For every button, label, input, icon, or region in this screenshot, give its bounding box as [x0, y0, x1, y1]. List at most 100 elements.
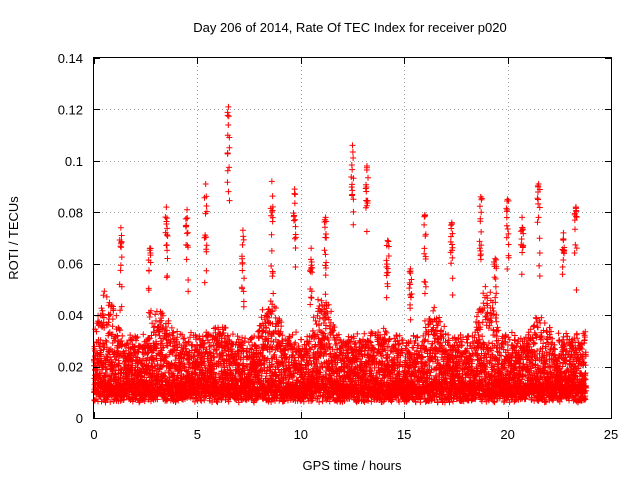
data-point: [116, 360, 123, 367]
data-point: [98, 398, 105, 405]
data-point: [267, 298, 274, 305]
data-point: [160, 372, 167, 379]
data-point: [105, 330, 112, 337]
data-point: [152, 317, 159, 324]
data-point: [276, 331, 283, 338]
data-point: [178, 358, 185, 365]
data-point: [170, 346, 177, 353]
chart-title: Day 206 of 2014, Rate Of TEC Index for r…: [193, 20, 506, 35]
data-point: [152, 331, 159, 338]
data-point: [431, 304, 438, 311]
data-point: [259, 306, 266, 313]
data-point: [116, 325, 123, 332]
data-point: [170, 329, 177, 336]
data-point: [136, 356, 143, 363]
data-point: [123, 347, 130, 354]
data-point: [112, 371, 119, 378]
data-point: [100, 314, 107, 321]
data-point: [158, 317, 165, 324]
data-point: [103, 344, 110, 351]
data-point: [116, 327, 123, 334]
data-point: [103, 339, 110, 346]
data-point: [109, 323, 116, 330]
data-point: [101, 324, 108, 331]
data-point: [124, 340, 131, 347]
data-point: [93, 328, 100, 335]
data-point: [123, 341, 130, 348]
data-point: [133, 335, 140, 342]
data-point: [110, 307, 117, 314]
data-point: [145, 362, 152, 369]
data-point: [174, 334, 181, 341]
data-point: [117, 397, 124, 404]
data-point: [164, 342, 171, 349]
data-point: [144, 350, 151, 357]
data-point: [173, 347, 180, 354]
data-point: [177, 367, 184, 374]
data-point: [107, 398, 114, 405]
data-point: [292, 339, 299, 346]
data-point: [107, 354, 114, 361]
data-point: [168, 324, 175, 331]
data-point: [109, 316, 116, 323]
data-point: [127, 332, 134, 339]
data-point: [106, 312, 113, 319]
data-point: [167, 363, 174, 370]
data-point: [159, 310, 166, 317]
data-point: [298, 336, 305, 343]
data-point: [140, 351, 147, 358]
data-point: [103, 357, 110, 364]
data-point: [163, 352, 170, 359]
data-point: [154, 361, 161, 368]
data-point: [97, 337, 104, 344]
data-point: [430, 307, 437, 314]
data-point: [94, 318, 101, 325]
data-point: [134, 333, 141, 340]
data-point: [132, 396, 139, 403]
data-point: [107, 311, 114, 318]
data-point: [102, 372, 109, 379]
data-point: [140, 331, 147, 338]
data-point: [103, 293, 110, 300]
data-point: [98, 305, 105, 312]
data-point: [111, 370, 118, 377]
data-point: [101, 288, 108, 295]
data-point: [104, 322, 111, 329]
data-point: [131, 343, 138, 350]
data-point: [315, 296, 322, 303]
data-point: [96, 374, 103, 381]
data-point: [152, 311, 159, 318]
data-point: [166, 331, 173, 338]
data-point: [159, 335, 166, 342]
data-point: [149, 320, 156, 327]
data-point: [361, 330, 368, 337]
data-point: [154, 396, 161, 403]
data-point: [159, 312, 166, 319]
data-point: [140, 355, 147, 362]
data-point: [163, 327, 170, 334]
data-point: [148, 332, 155, 339]
data-point: [143, 357, 150, 364]
data-point: [100, 292, 107, 299]
data-point: [153, 345, 160, 352]
data-point: [167, 340, 174, 347]
data-point: [111, 361, 118, 368]
data-point: [174, 328, 181, 335]
data-point: [112, 356, 119, 363]
data-point: [141, 398, 148, 405]
data-point: [270, 290, 277, 297]
data-point: [157, 389, 164, 396]
data-point: [128, 336, 135, 343]
data-point: [113, 312, 120, 319]
data-point: [160, 344, 167, 351]
data-point: [102, 337, 109, 344]
data-point: [156, 328, 163, 335]
data-point: [293, 329, 300, 336]
data-points: [90, 103, 590, 406]
data-point: [165, 317, 172, 324]
data-point: [108, 302, 115, 309]
data-point: [169, 330, 176, 337]
data-point: [326, 351, 333, 358]
data-point: [169, 349, 176, 356]
